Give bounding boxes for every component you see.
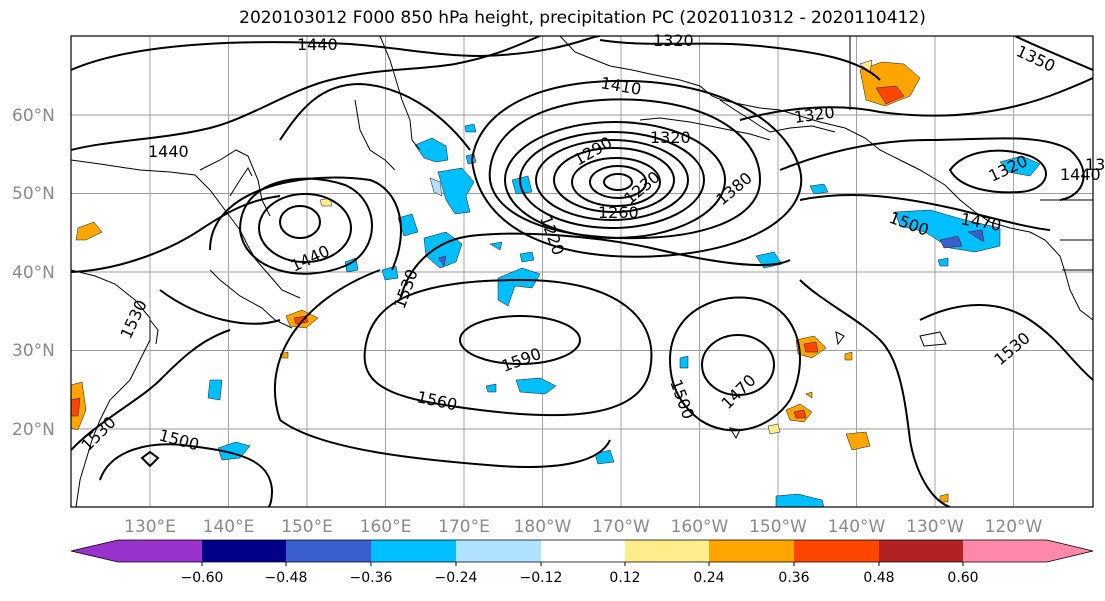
lon-label: 120°W (985, 517, 1043, 537)
colorbar: −0.60 −0.48 −0.36 −0.24 −0.12 0.12 0.24 0.36 0.4… (70, 539, 1094, 586)
colorbar-tick-label: −0.60 (181, 570, 224, 586)
lon-label: 130°E (124, 517, 176, 537)
contour-label: 1320 (653, 31, 694, 50)
lon-label: 150°E (281, 517, 333, 537)
coastlines (71, 36, 1093, 507)
lon-label: 160°E (360, 517, 412, 537)
colorbar-outline (70, 539, 1094, 563)
lat-label: 30°N (12, 341, 55, 361)
contour-label: 1440 (1060, 165, 1101, 184)
colorbar-segment (71, 540, 202, 562)
lon-label: 140°E (203, 517, 255, 537)
colorbar-segment (625, 540, 709, 562)
contour-label: 1320 (650, 128, 691, 147)
lon-label: 170°W (592, 517, 650, 537)
colorbar-tick-label: 0.36 (778, 570, 809, 586)
contour-label: 1440 (148, 142, 189, 161)
contour-label: 1440 (297, 35, 338, 54)
colorbar-tick-label: −0.48 (265, 570, 308, 586)
colorbar-segment (371, 540, 456, 562)
colorbar-segment (709, 540, 794, 562)
lon-label: 150°W (749, 517, 807, 537)
lat-label: 20°N (12, 420, 55, 440)
lat-label: 60°N (12, 106, 55, 126)
colorbar-segment (879, 540, 963, 562)
colorbar-segment (286, 540, 371, 562)
lon-label: 130°W (906, 517, 964, 537)
colorbar-tick-label: −0.24 (435, 570, 478, 586)
contour-label: 1320 (1085, 155, 1105, 174)
colorbar-tick-label: −0.36 (350, 570, 393, 586)
colorbar-segment (794, 540, 879, 562)
colorbar-segment (541, 540, 625, 562)
colorbar-tick-label: 0.60 (947, 570, 978, 586)
contour-label: 1260 (598, 203, 639, 222)
lon-label: 170°E (438, 517, 490, 537)
precip-shading (71, 59, 1041, 507)
colorbar-tick-label: −0.12 (520, 570, 563, 586)
colorbar-segment (963, 540, 1093, 562)
longitude-labels: 130°E 140°E 150°E 160°E 170°E 180°W 170°… (124, 517, 1042, 537)
lat-label: 50°N (12, 184, 55, 204)
map-area (71, 36, 1093, 507)
colorbar-tick-label: 0.12 (609, 570, 640, 586)
lon-label: 180°W (514, 517, 572, 537)
colorbar-tick-label: 0.48 (863, 570, 894, 586)
lat-label: 40°N (12, 263, 55, 283)
colorbar-segment (202, 540, 286, 562)
map-title: 2020103012 F000 850 hPa height, precipit… (239, 8, 926, 28)
colorbar-tick-label: 0.24 (693, 570, 724, 586)
lon-label: 140°W (828, 517, 886, 537)
map-border (70, 35, 1094, 508)
colorbar-segment (456, 540, 541, 562)
lon-label: 160°W (671, 517, 729, 537)
latitude-labels: 60°N 50°N 40°N 30°N 20°N (12, 106, 55, 440)
height-contours (71, 36, 1093, 507)
